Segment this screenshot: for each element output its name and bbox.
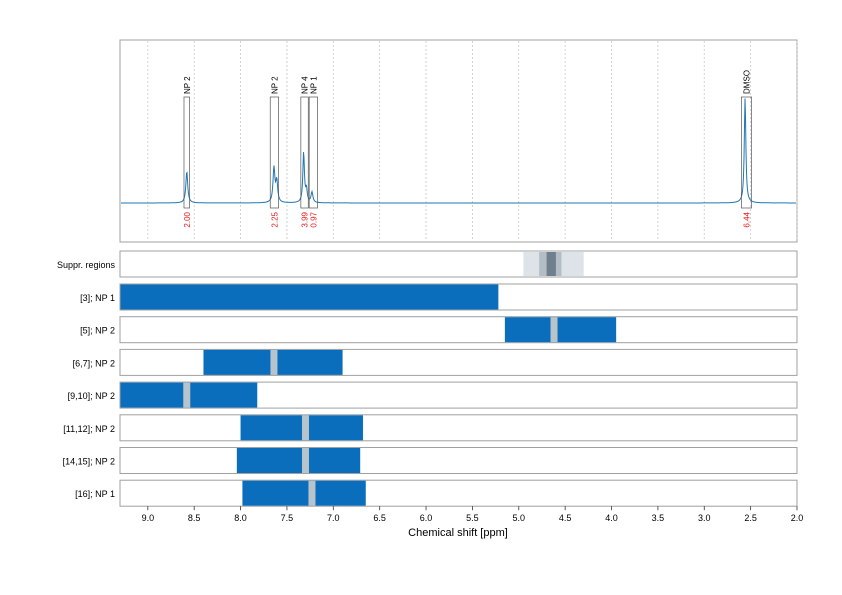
- spectrum-panel: NP 2 2.00 NP 2 2.25 NP 4 3.99 NP 1 0.97 DMSO 6.44: [119, 39, 798, 243]
- multiplet-track: [9,10]; NP 2: [68, 381, 798, 409]
- track-gap: [301, 448, 309, 473]
- track-gap: [550, 317, 558, 343]
- x-tick-label: 2.5: [744, 513, 757, 523]
- track-label: [5]; NP 2: [80, 326, 115, 336]
- x-tick-label: 7.0: [327, 513, 340, 523]
- x-axis-label: Chemical shift [ppm]: [408, 527, 508, 539]
- x-tick-label: 8.0: [234, 513, 247, 523]
- x-tick-label: 5.0: [513, 513, 526, 523]
- track-gap: [183, 382, 191, 408]
- suppression-panel-label: Suppr. regions: [57, 260, 116, 270]
- peak-label: NP 2: [270, 76, 279, 94]
- track-frame: [119, 414, 798, 442]
- integral-label: 0.97: [309, 211, 318, 227]
- x-tick-label: 7.5: [281, 513, 294, 523]
- x-tick-label: 5.5: [466, 513, 479, 523]
- integral-label: 2.25: [270, 211, 279, 227]
- track-bar: [242, 480, 366, 506]
- peak-label: NP 1: [309, 76, 318, 94]
- x-tick-label: 9.0: [142, 513, 155, 523]
- x-tick-label: 3.5: [652, 513, 665, 523]
- spectrum-grid: [147, 41, 798, 241]
- x-tick-label: 6.5: [373, 513, 386, 523]
- x-axis: 9.0 8.5 8.0 7.5 7.0 6.5 6.0 5.5 5.0 4.5 4.0 3.5 3.0 2…: [142, 506, 804, 523]
- peak-region-box: [183, 96, 190, 209]
- peak-label: NP 2: [183, 76, 192, 94]
- spectrum-line: [121, 98, 796, 204]
- suppression-frame: [119, 250, 798, 278]
- multiplet-track: [14,15]; NP 2: [63, 447, 798, 474]
- track-gap: [301, 415, 309, 441]
- peak-region-box: [308, 96, 318, 209]
- peak-label: NP 4: [301, 76, 310, 94]
- x-tick-label: 4.0: [605, 513, 618, 523]
- suppression-regions: [523, 252, 584, 276]
- suppression-region: [546, 252, 556, 276]
- x-tick-label: 8.5: [188, 513, 201, 523]
- track-bar: [240, 415, 363, 441]
- track-label: [14,15]; NP 2: [63, 457, 115, 467]
- spectrum-frame: [119, 39, 798, 243]
- track-label: [3]; NP 1: [80, 293, 115, 303]
- multiplet-track: [3]; NP 1: [80, 283, 798, 311]
- suppression-panel: Suppr. regions: [57, 250, 798, 278]
- track-frame: [119, 479, 798, 507]
- multiplet-track: [5]; NP 2: [80, 316, 798, 344]
- track-frame: [119, 447, 798, 474]
- peak-label: DMSO: [742, 70, 751, 94]
- track-label: [9,10]; NP 2: [68, 391, 115, 401]
- track-frame: [119, 316, 798, 344]
- x-tick-label: 6.0: [420, 513, 433, 523]
- integral-label: 3.99: [301, 211, 310, 227]
- track-label: [6,7]; NP 2: [73, 358, 115, 368]
- track-gap: [270, 349, 278, 375]
- x-tick-label: 2.0: [791, 513, 804, 523]
- track-bar: [120, 284, 499, 310]
- integral-label: 2.00: [183, 211, 192, 227]
- multiplet-track: [16]; NP 1: [75, 479, 798, 507]
- multiplet-track: [6,7]; NP 2: [73, 348, 798, 376]
- x-tick-label: 4.5: [559, 513, 572, 523]
- track-label: [11,12]; NP 2: [63, 424, 115, 434]
- peak-annotations: NP 2 2.00 NP 2 2.25 NP 4 3.99 NP 1 0.97 DMSO 6.44: [183, 70, 752, 228]
- x-tick-label: 3.0: [698, 513, 711, 523]
- track-label: [16]; NP 1: [75, 489, 115, 499]
- multiplet-tracks: [3]; NP 1 [5]; NP 2 [6,7]; NP 2 [9,10]; NP …: [63, 283, 798, 507]
- peak-region-box: [741, 96, 752, 209]
- multiplet-track: [11,12]; NP 2: [63, 414, 798, 442]
- peak-region-box: [300, 96, 309, 209]
- track-bar: [504, 317, 617, 343]
- peak-region-box: [269, 96, 279, 209]
- track-bar: [236, 448, 361, 473]
- integral-label: 6.44: [742, 211, 751, 227]
- track-gap: [308, 480, 316, 506]
